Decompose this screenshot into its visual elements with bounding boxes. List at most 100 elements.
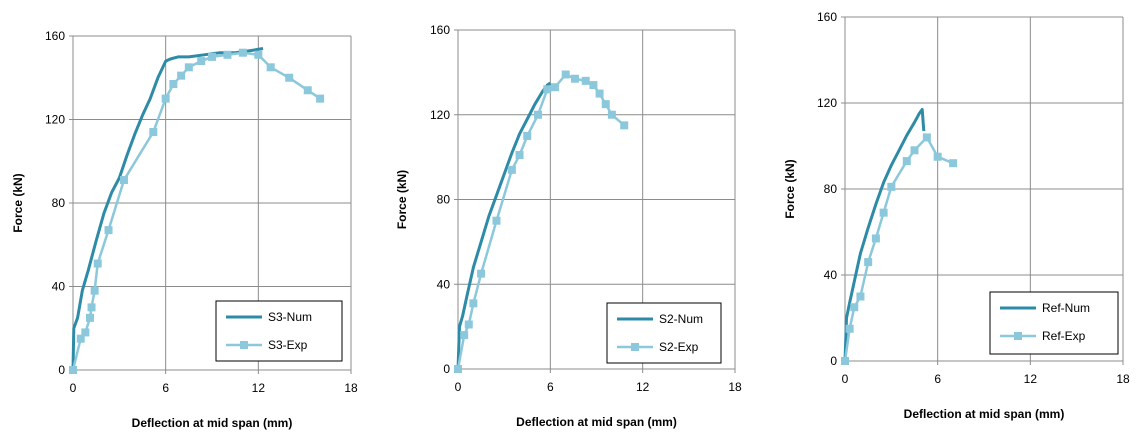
data-point	[90, 286, 99, 295]
series-line-s2-num	[456, 81, 552, 370]
data-point	[864, 258, 873, 267]
data-point	[238, 48, 247, 57]
legend-swatch-marker	[631, 343, 639, 351]
y-tick-label: 40	[824, 268, 838, 282]
x-axis-title: Deflection at mid span (mm)	[904, 407, 1065, 421]
y-tick-label: 80	[824, 182, 838, 196]
data-point	[534, 110, 543, 119]
data-point	[197, 57, 206, 66]
y-tick-label: 0	[58, 363, 65, 377]
data-point	[464, 320, 473, 329]
data-point	[581, 76, 590, 85]
chart-panel-1: 0 40 80 120 160 0 6 12 18 Deflection at mid span …	[11, 29, 358, 430]
y-tick-label: 120	[430, 108, 450, 122]
x-tick-label: 18	[728, 380, 742, 394]
data-point	[316, 94, 325, 103]
data-point	[477, 269, 486, 278]
data-point	[949, 159, 958, 168]
y-tick-label: 160	[430, 23, 450, 37]
data-point	[208, 52, 216, 61]
y-axis-title: Force (kN)	[11, 173, 25, 232]
data-point	[149, 128, 158, 137]
legend-box	[606, 302, 722, 364]
data-point	[902, 157, 911, 166]
x-tick-label: 12	[1024, 372, 1038, 386]
data-point	[922, 133, 931, 142]
data-point	[933, 152, 942, 161]
legend-label: Ref-Num	[1042, 301, 1090, 315]
data-point	[515, 151, 524, 160]
legend-swatch-marker	[240, 341, 248, 349]
x-tick-label: 12	[252, 381, 266, 395]
data-point	[845, 324, 854, 333]
data-point	[589, 81, 598, 90]
data-point	[223, 50, 232, 59]
y-tick-label: 0	[443, 362, 450, 376]
data-point	[119, 176, 128, 185]
y-tick-label: 80	[437, 193, 451, 207]
legend-box	[989, 291, 1119, 355]
data-point	[454, 365, 462, 373]
legend-label: S2-Exp	[659, 340, 699, 354]
series-line-ref-num	[843, 108, 926, 362]
x-tick-label: 6	[934, 372, 941, 386]
legend: S3-Num S3-Exp	[215, 300, 343, 362]
data-point	[93, 259, 102, 268]
data-point	[561, 70, 570, 79]
chart-panel-2: 0 40 80 120 160 0 6 12 18 Deflection at mid span …	[395, 23, 742, 429]
x-tick-label: 6	[547, 380, 554, 394]
data-point	[85, 313, 94, 322]
y-tick-label: 40	[52, 280, 66, 294]
data-point	[879, 208, 888, 217]
data-point	[303, 86, 312, 95]
x-tick-label: 6	[162, 381, 169, 395]
legend-label: S3-Exp	[268, 338, 308, 352]
y-tick-label: 40	[437, 277, 451, 291]
data-point	[523, 131, 532, 140]
x-tick-label: 0	[70, 381, 77, 395]
data-point	[161, 94, 170, 103]
data-point	[87, 303, 96, 312]
data-point	[887, 182, 896, 191]
data-point	[76, 334, 85, 343]
data-point	[871, 234, 880, 243]
data-point	[595, 89, 604, 98]
data-point	[104, 226, 113, 235]
data-point	[254, 50, 263, 59]
data-point	[469, 299, 478, 308]
legend-swatch-marker	[1014, 332, 1022, 340]
data-point	[570, 74, 579, 83]
data-point	[177, 71, 186, 80]
data-point	[492, 216, 501, 225]
y-tick-label: 160	[45, 29, 65, 43]
legend: S2-Num S2-Exp	[606, 302, 722, 364]
x-tick-label: 18	[344, 381, 358, 395]
y-tick-label: 160	[817, 10, 837, 24]
data-point	[507, 165, 516, 174]
data-point	[841, 357, 849, 365]
legend-label: S3-Num	[268, 310, 312, 324]
x-axis-title: Deflection at mid span (mm)	[132, 416, 293, 430]
legend-label: Ref-Exp	[1042, 329, 1086, 343]
legend-box	[215, 300, 343, 362]
y-tick-label: 120	[45, 113, 65, 127]
y-axis-title: Force (kN)	[783, 159, 797, 218]
data-point	[285, 73, 294, 82]
data-point	[169, 80, 178, 89]
data-point	[607, 110, 616, 119]
y-axis-title: Force (kN)	[395, 170, 409, 229]
x-tick-label: 12	[636, 380, 650, 394]
data-point	[850, 303, 859, 312]
data-point	[601, 100, 610, 109]
y-tick-label: 0	[830, 354, 837, 368]
x-tick-label: 0	[455, 380, 462, 394]
data-point	[81, 328, 90, 337]
data-point	[856, 292, 865, 301]
data-point	[460, 331, 469, 340]
data-point	[910, 146, 919, 155]
data-point	[543, 85, 552, 94]
chart-panel-3: 0 40 80 120 160 0 6 12 18 Deflection at mid span …	[783, 10, 1130, 421]
y-tick-label: 120	[817, 96, 837, 110]
x-axis-title: Deflection at mid span (mm)	[516, 415, 677, 429]
